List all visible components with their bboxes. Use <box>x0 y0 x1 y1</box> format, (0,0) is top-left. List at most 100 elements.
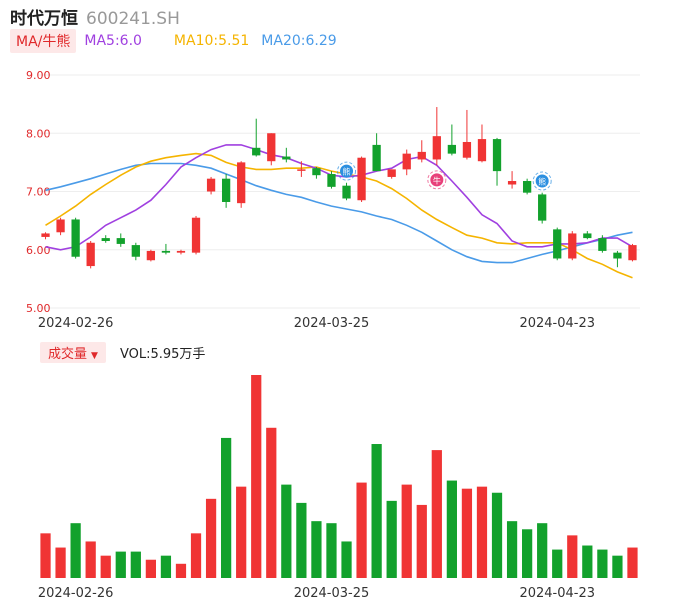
candle <box>477 124 487 163</box>
ma10-line <box>45 152 633 279</box>
candle <box>417 140 426 163</box>
volume-bar <box>537 523 548 578</box>
candle <box>568 231 577 261</box>
candle <box>56 217 65 236</box>
volume-bar <box>175 563 187 578</box>
bear-marker[interactable]: 熊 <box>532 171 552 191</box>
y-tick-label: 6.00 <box>26 244 51 257</box>
volume-bar <box>251 375 262 578</box>
candle <box>492 137 502 186</box>
candle <box>176 249 186 255</box>
price-grid <box>38 74 640 309</box>
bull-marker[interactable]: 牛 <box>427 170 447 190</box>
volume-bar <box>522 529 533 578</box>
x-tick-label: 2024-03-25 <box>294 316 370 331</box>
candle <box>462 109 472 160</box>
candle <box>387 169 396 179</box>
volume-bar <box>55 547 66 578</box>
marker-label: 牛 <box>433 175 441 185</box>
candle <box>598 235 607 253</box>
bear-marker[interactable]: 熊 <box>337 161 357 181</box>
y-tick-label: 5.00 <box>26 302 51 315</box>
volume-bar <box>401 484 412 578</box>
candle <box>191 215 201 255</box>
y-tick-label: 7.00 <box>26 186 51 199</box>
candle <box>432 107 441 166</box>
candle <box>402 149 411 176</box>
candle <box>628 243 637 262</box>
x-tick-label: 2024-04-23 <box>519 316 595 331</box>
volume-bar <box>356 482 367 578</box>
volume-bar <box>85 541 96 578</box>
volume-bar <box>311 521 322 578</box>
volume-bar <box>70 523 81 578</box>
volume-bar <box>281 484 292 578</box>
volume-bar <box>326 523 337 578</box>
volume-indicator-selector[interactable]: 成交量 ▼ <box>40 341 106 363</box>
candle <box>327 171 336 189</box>
y-tick-label: 9.00 <box>26 69 51 82</box>
ma5-legend-value: MA5:6.0 <box>84 33 142 49</box>
candle <box>357 156 366 202</box>
volume-bar <box>205 498 217 578</box>
bull-bear-markers: 熊牛熊 <box>337 161 552 191</box>
candle <box>267 133 276 166</box>
volume-bar <box>506 521 518 578</box>
volume-bar <box>476 486 488 578</box>
candle <box>116 233 125 247</box>
ma20-legend-value: MA20:6.29 <box>261 33 337 49</box>
candle <box>252 118 261 157</box>
volume-bar <box>236 486 247 578</box>
candle <box>583 231 592 240</box>
dropdown-arrow-icon: ▼ <box>91 350 98 361</box>
candle <box>41 232 50 240</box>
volume-bar <box>296 502 307 578</box>
ma10-legend-value: MA10:5.51 <box>173 33 250 49</box>
volume-bar <box>597 549 608 578</box>
volume-bar <box>100 555 111 578</box>
stock-header: 时代万恒 600241.SH <box>10 4 180 29</box>
volume-bar <box>612 555 623 578</box>
candle <box>101 235 110 243</box>
ma-indicator-selector[interactable]: MA/牛熊 <box>10 29 77 53</box>
marker-label: 熊 <box>538 177 546 187</box>
candle <box>553 227 562 261</box>
candle <box>282 147 291 163</box>
volume-bar <box>160 555 172 578</box>
volume-bar <box>386 500 397 578</box>
volume-bar <box>446 480 457 578</box>
volume-bar <box>461 488 473 578</box>
candle <box>297 161 306 177</box>
volume-bar <box>567 535 578 578</box>
candle <box>71 217 80 259</box>
price-y-axis: 9.00 8.00 7.00 6.00 5.00 <box>26 69 51 315</box>
stock-name: 时代万恒 <box>10 9 78 29</box>
candle <box>221 174 231 208</box>
volume-bar <box>491 492 503 578</box>
x-tick-label: 2024-03-25 <box>294 586 370 601</box>
volume-bar <box>40 533 51 578</box>
volume-x-axis: 2024-02-26 2024-03-25 2024-04-23 <box>38 586 595 601</box>
candle <box>613 250 622 268</box>
candle <box>507 171 517 189</box>
x-tick-label: 2024-02-26 <box>38 316 114 331</box>
candle <box>237 161 246 208</box>
candle <box>522 178 532 195</box>
y-tick-label: 8.00 <box>26 127 51 140</box>
volume-tag-label: 成交量 <box>48 346 88 362</box>
x-tick-label: 2024-04-23 <box>519 586 595 601</box>
candle <box>146 249 156 262</box>
candle <box>86 241 95 269</box>
candle <box>447 124 457 156</box>
candle <box>312 167 321 179</box>
candle <box>206 176 216 195</box>
candle <box>538 192 547 224</box>
candle <box>131 242 140 261</box>
x-tick-label: 2024-02-26 <box>38 586 114 601</box>
volume-legend: 成交量 ▼ VOL:5.95万手 <box>40 341 205 363</box>
volume-bar <box>115 551 126 578</box>
stock-code: 600241.SH <box>86 9 180 29</box>
volume-bar <box>221 437 232 578</box>
volume-bar <box>416 504 427 578</box>
